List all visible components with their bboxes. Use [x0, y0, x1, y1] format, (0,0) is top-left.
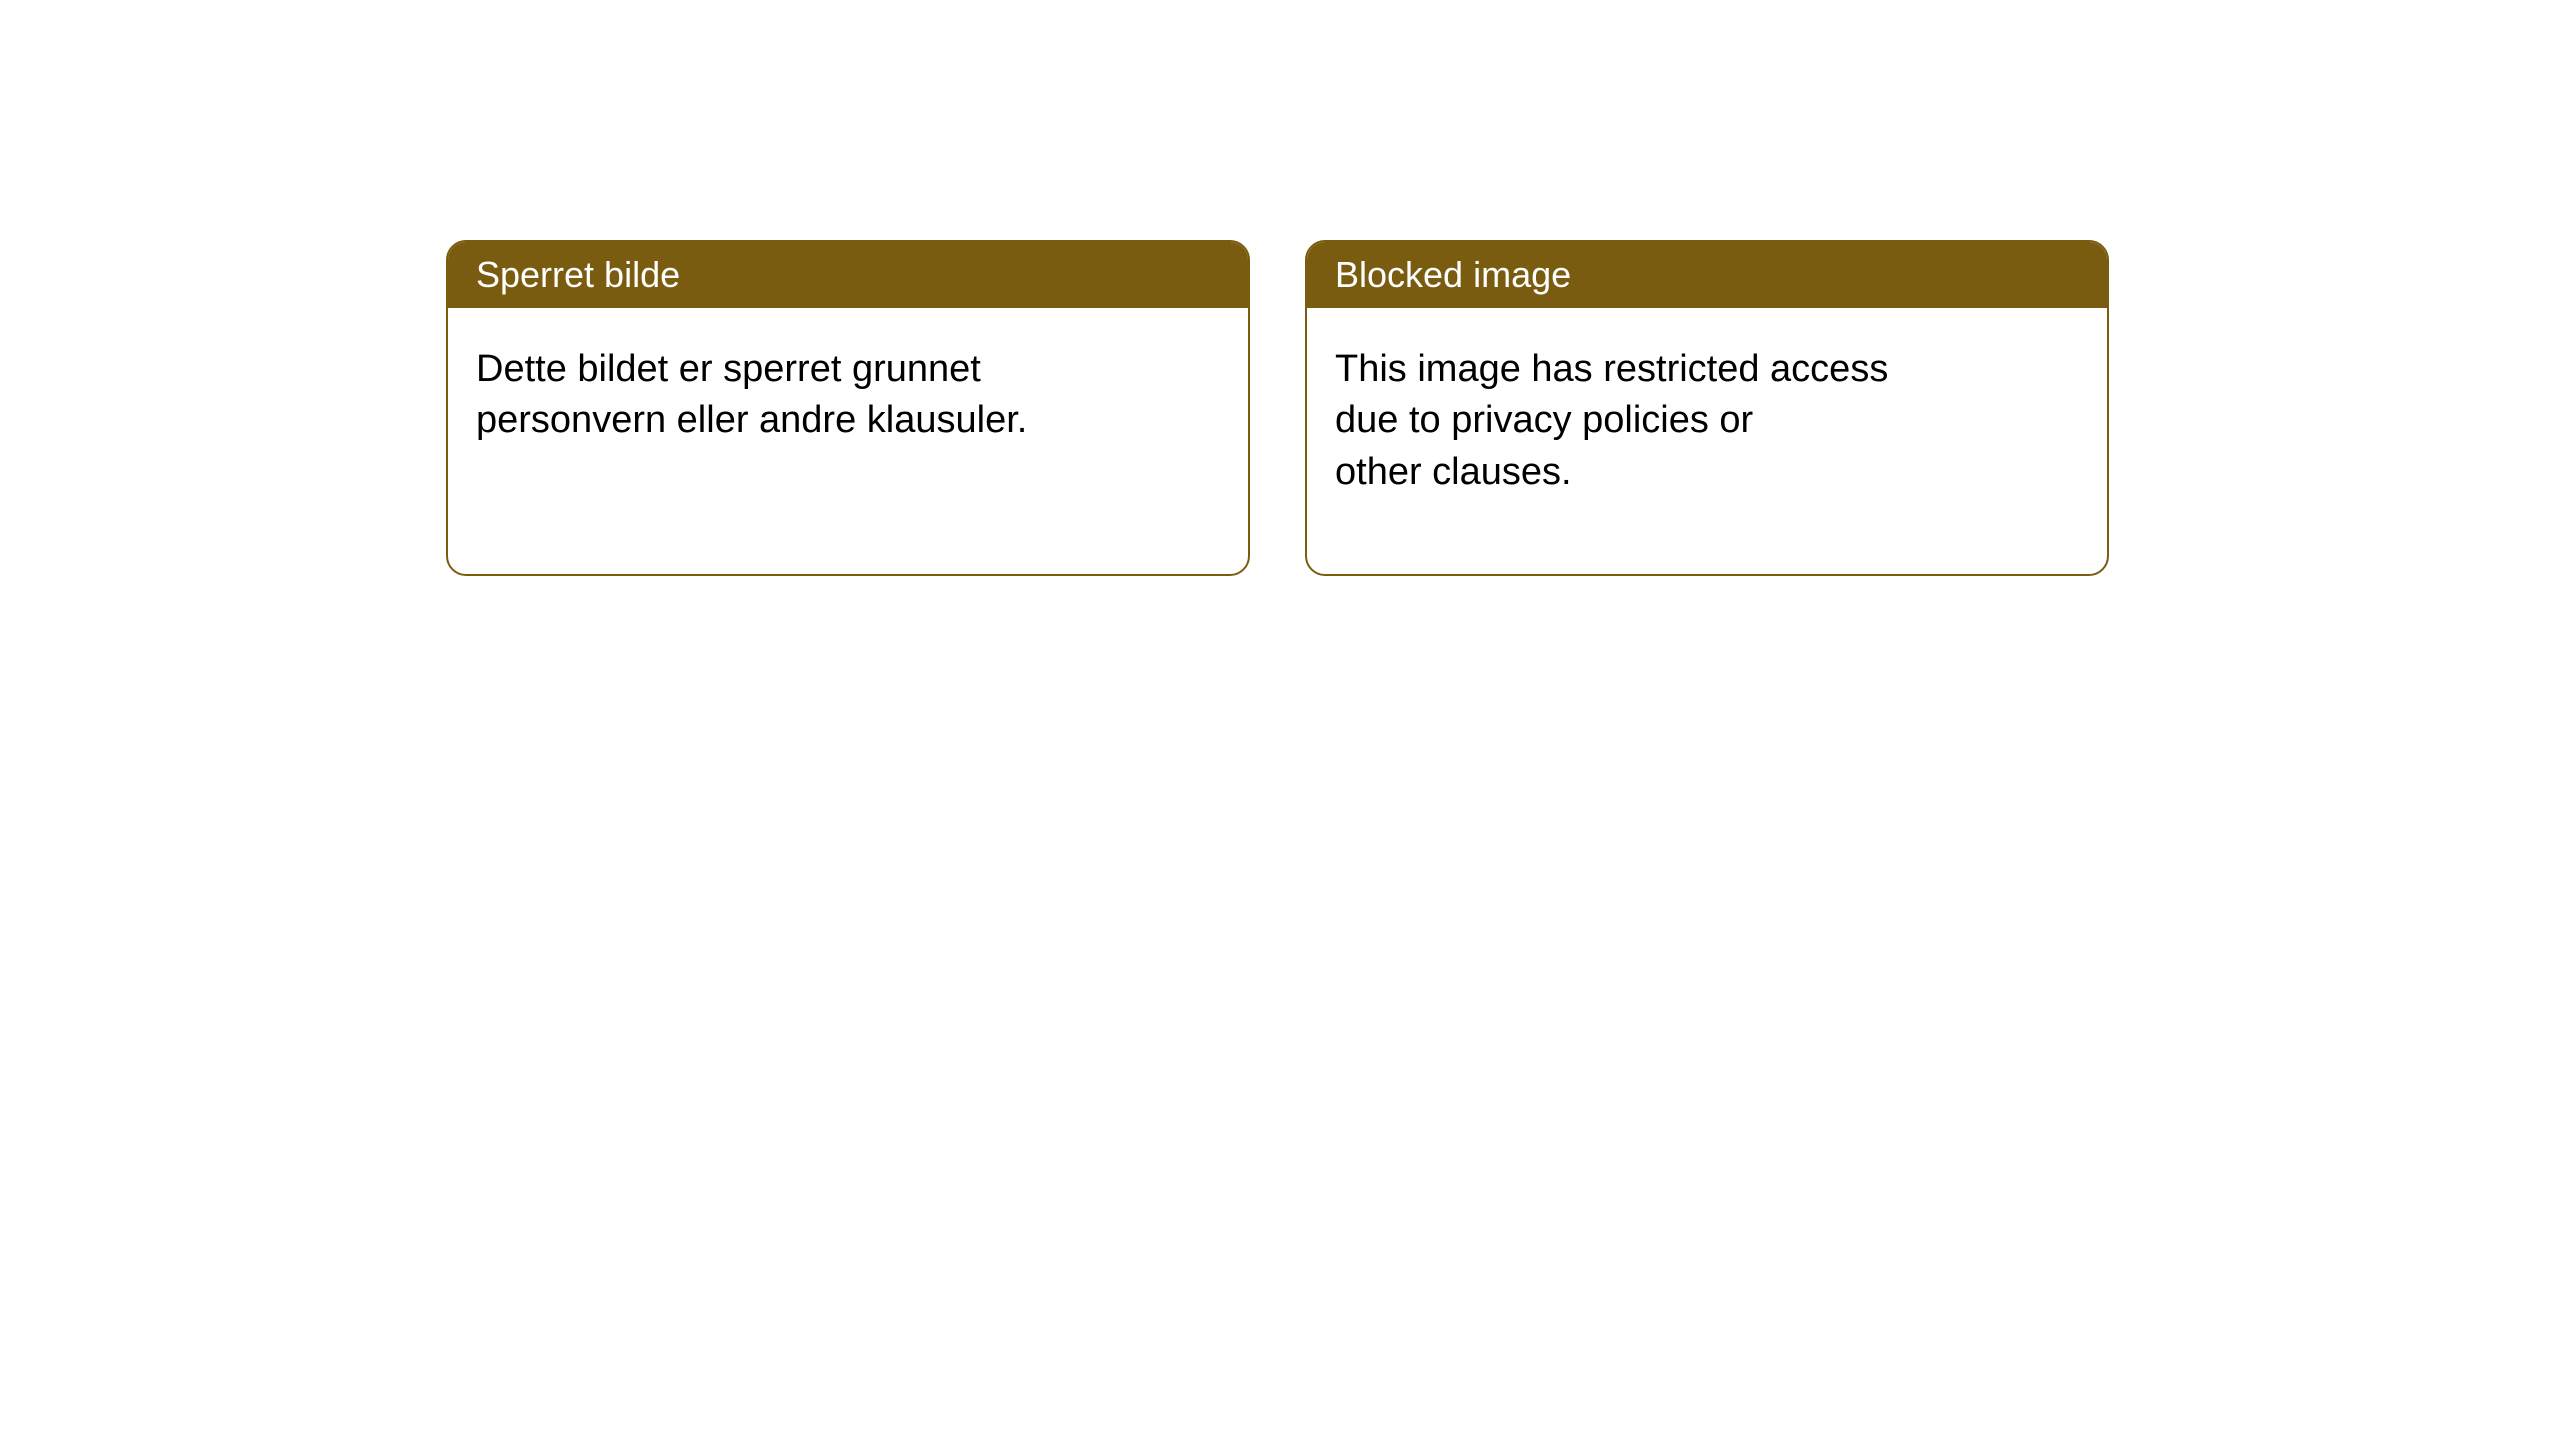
notice-container: Sperret bilde Dette bildet er sperret gr…: [0, 0, 2560, 576]
card-header-en: Blocked image: [1307, 242, 2107, 308]
blocked-image-card-no: Sperret bilde Dette bildet er sperret gr…: [446, 240, 1250, 576]
card-body-en: This image has restricted access due to …: [1307, 308, 1987, 534]
card-header-no: Sperret bilde: [448, 242, 1248, 308]
blocked-image-card-en: Blocked image This image has restricted …: [1305, 240, 2109, 576]
card-body-no: Dette bildet er sperret grunnet personve…: [448, 308, 1128, 483]
